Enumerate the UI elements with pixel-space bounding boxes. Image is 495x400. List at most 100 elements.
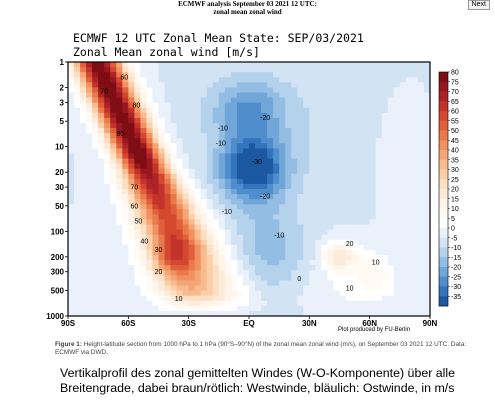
heat-cell [116, 219, 123, 225]
heat-cell [261, 275, 268, 281]
heat-cell [369, 239, 377, 246]
heat-cell [92, 290, 99, 297]
heat-cell [423, 214, 430, 220]
heat-cell [255, 148, 262, 154]
colorbar-swatch [439, 198, 448, 209]
heat-cell [351, 143, 358, 149]
heat-cell [297, 199, 304, 205]
heat-cell [116, 214, 123, 220]
heat-cell [381, 183, 389, 190]
heat-cell [393, 133, 401, 139]
heat-cell [86, 209, 93, 215]
heat-cell [411, 265, 419, 271]
heat-cell [68, 244, 75, 251]
heat-cell [200, 295, 208, 302]
heat-cell [74, 224, 81, 231]
heat-cell [242, 82, 250, 88]
heat-cell [158, 133, 165, 139]
heat-cell [417, 285, 425, 291]
heat-cell [200, 148, 208, 154]
heat-cell [242, 178, 250, 185]
heat-cell [279, 168, 286, 175]
heat-cell [267, 224, 274, 231]
heat-cell [261, 133, 268, 139]
heat-cell [261, 204, 268, 210]
heat-cell [405, 199, 413, 205]
heat-cell [164, 168, 171, 175]
heat-cell [122, 229, 129, 236]
heat-cell [218, 158, 226, 164]
heat-cell [158, 214, 165, 220]
heat-cell [423, 219, 430, 225]
heat-cell [98, 305, 105, 312]
heat-cell [411, 214, 419, 220]
heat-cell [357, 163, 365, 170]
heat-cell [242, 112, 250, 119]
heat-cell [321, 275, 328, 281]
heat-cell [146, 204, 153, 210]
heat-cell [170, 128, 177, 134]
y-tick-label: 1000 [46, 312, 64, 321]
heat-cell [146, 270, 153, 276]
heat-cell [218, 209, 226, 215]
heat-cell [170, 305, 177, 312]
heat-cell [375, 204, 383, 210]
heat-cell [273, 209, 280, 215]
heat-cell [92, 275, 99, 281]
heat-cell [423, 92, 430, 98]
heat-cell [236, 138, 244, 144]
heat-cell [182, 133, 190, 139]
heat-cell [387, 305, 395, 312]
heat-cell [80, 133, 87, 139]
heat-cell [291, 72, 298, 78]
heat-cell [309, 199, 316, 205]
heat-cell [152, 194, 159, 200]
heat-cell [236, 260, 244, 266]
heat-cell [405, 72, 413, 78]
heat-cell [116, 138, 123, 144]
heat-cell [98, 148, 105, 154]
heat-cell [345, 168, 352, 175]
heat-cell [212, 249, 220, 256]
heat-cell [140, 148, 147, 154]
heat-cell [321, 224, 328, 231]
heat-cell [92, 189, 99, 195]
heat-cell [200, 112, 208, 119]
heat-cell [321, 82, 328, 88]
heat-cell [128, 239, 135, 246]
heat-cell [381, 62, 389, 68]
heat-cell [128, 189, 135, 195]
heat-cell [140, 62, 147, 68]
heat-cell [411, 255, 419, 261]
heat-cell [333, 122, 340, 129]
heat-cell [357, 194, 365, 200]
heat-cell [200, 204, 208, 210]
heat-cell [279, 97, 286, 104]
heat-cell [122, 72, 129, 78]
heat-cell [393, 229, 401, 236]
heat-cell [200, 260, 208, 266]
heat-cell [146, 209, 153, 215]
y-tick-label: 3 [60, 98, 65, 107]
heat-cell [68, 189, 75, 195]
heat-cell [249, 204, 256, 210]
heat-cell [122, 87, 129, 93]
heat-cell [297, 300, 304, 307]
heat-cell [357, 305, 365, 312]
heat-cell [285, 255, 292, 261]
heat-cell [273, 97, 280, 104]
heat-cell [315, 183, 322, 190]
heat-cell [86, 285, 93, 291]
heat-cell [152, 189, 159, 195]
heat-cell [206, 189, 214, 195]
heat-cell [74, 122, 81, 129]
heat-cell [255, 138, 262, 144]
heat-cell [158, 189, 165, 195]
heat-cell [212, 270, 220, 276]
heat-cell [74, 168, 81, 175]
heat-cell [152, 249, 159, 256]
heat-cell [224, 260, 232, 266]
heat-cell [303, 117, 310, 124]
heat-cell [68, 255, 75, 261]
next-button[interactable]: Next [467, 0, 490, 10]
